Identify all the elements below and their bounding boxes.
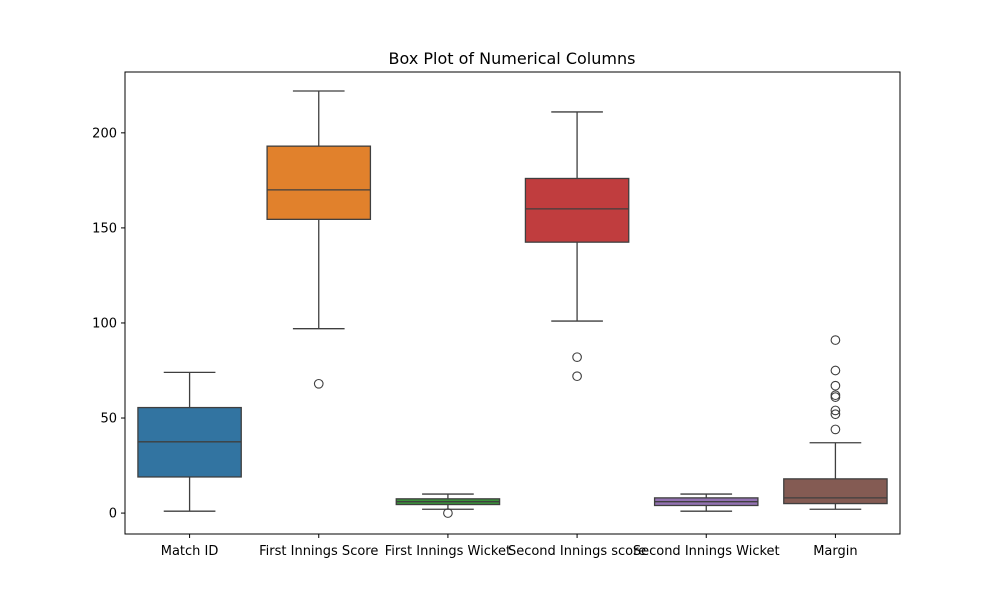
x-tick-label: Match ID xyxy=(161,544,219,559)
box-group-second-innings-score xyxy=(524,111,630,382)
x-tick-label: Second Innings score xyxy=(508,544,646,559)
box-group-first-innings-wicket xyxy=(395,493,501,518)
outlier-point xyxy=(830,335,841,345)
outlier-point xyxy=(830,424,841,435)
box-group-first-innings-score xyxy=(266,90,372,389)
outlier-point xyxy=(313,378,324,389)
box-iqr xyxy=(783,478,888,505)
outlier-point xyxy=(443,508,453,518)
y-tick-label: 150 xyxy=(92,221,117,236)
x-tick-label: First Innings Wicket xyxy=(385,544,511,559)
y-tick-label: 50 xyxy=(100,412,117,427)
outlier-point xyxy=(830,365,841,376)
box-group-second-innings-wicket xyxy=(653,493,759,512)
y-tick-label: 200 xyxy=(92,126,117,141)
x-tick-label: First Innings Score xyxy=(259,544,378,559)
box-group-match-id xyxy=(137,371,242,512)
x-tick-label: Margin xyxy=(813,544,857,559)
outlier-point xyxy=(830,405,841,416)
outlier-point xyxy=(572,352,582,363)
chart-title: Box Plot of Numerical Columns xyxy=(389,49,636,68)
outlier-point xyxy=(830,380,841,391)
box-group-margin xyxy=(783,335,888,510)
outlier-point xyxy=(830,409,841,420)
boxes-layer xyxy=(137,90,888,518)
outlier-point xyxy=(830,390,841,401)
outlier-point xyxy=(572,371,582,382)
plot-area-frame xyxy=(124,71,901,535)
y-tick-label: 0 xyxy=(109,507,117,522)
box-iqr xyxy=(266,145,372,220)
y-tick-label: 100 xyxy=(92,316,117,331)
y-axis: 0 50 100 150 200 xyxy=(92,126,125,522)
x-tick-label: Second Innings Wicket xyxy=(633,544,780,559)
box-iqr xyxy=(524,177,630,243)
outlier-point xyxy=(830,392,841,402)
x-axis: Match ID First Innings Score First Innings… xyxy=(161,534,858,559)
